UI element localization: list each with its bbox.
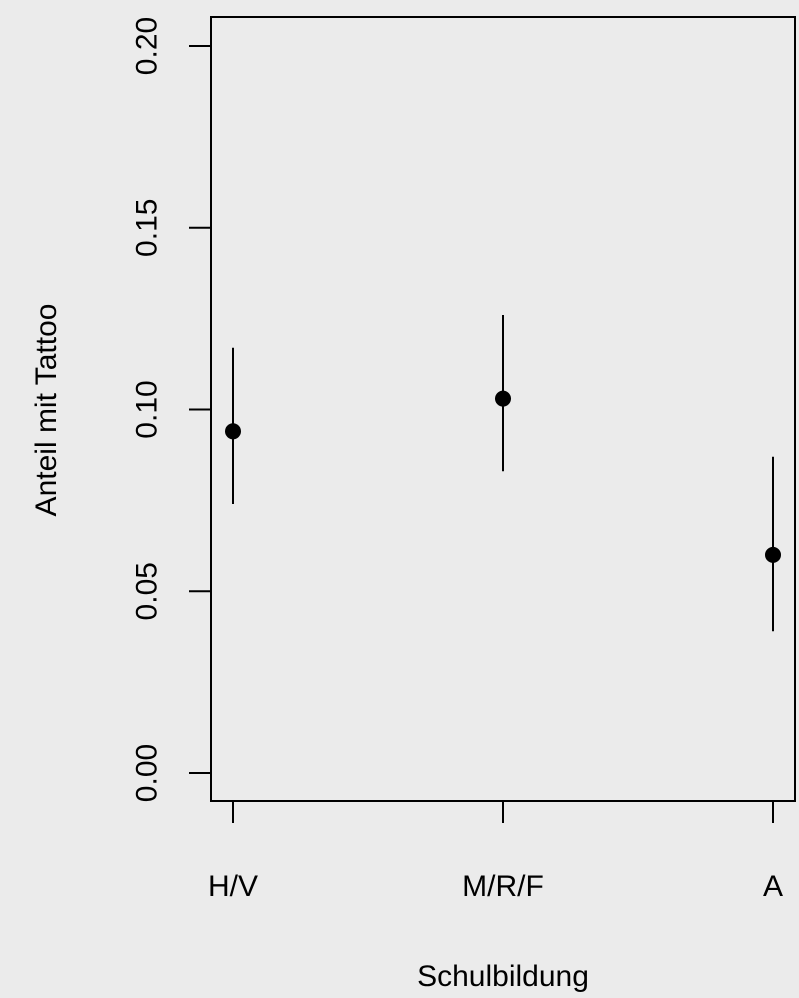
x-axis: H/V M/R/F A	[208, 801, 783, 903]
y-tick-label: 0.20	[131, 17, 164, 75]
y-tick-label: 0.15	[131, 199, 164, 257]
x-tick-label: A	[763, 870, 783, 903]
x-axis-title: Schulbildung	[417, 960, 589, 993]
x-tick-label: M/R/F	[462, 870, 544, 903]
y-axis-title: Anteil mit Tattoo	[30, 304, 63, 517]
y-tick-label: 0.00	[131, 744, 164, 802]
y-tick-label: 0.10	[131, 380, 164, 438]
data-point	[765, 546, 781, 563]
data-point	[225, 423, 241, 440]
x-tick-label: H/V	[208, 870, 258, 903]
y-tick-label: 0.05	[131, 562, 164, 620]
y-axis: 0.00 0.05 0.10 0.15 0.20	[131, 17, 211, 802]
data-point	[495, 390, 511, 407]
data-marks	[225, 314, 781, 632]
